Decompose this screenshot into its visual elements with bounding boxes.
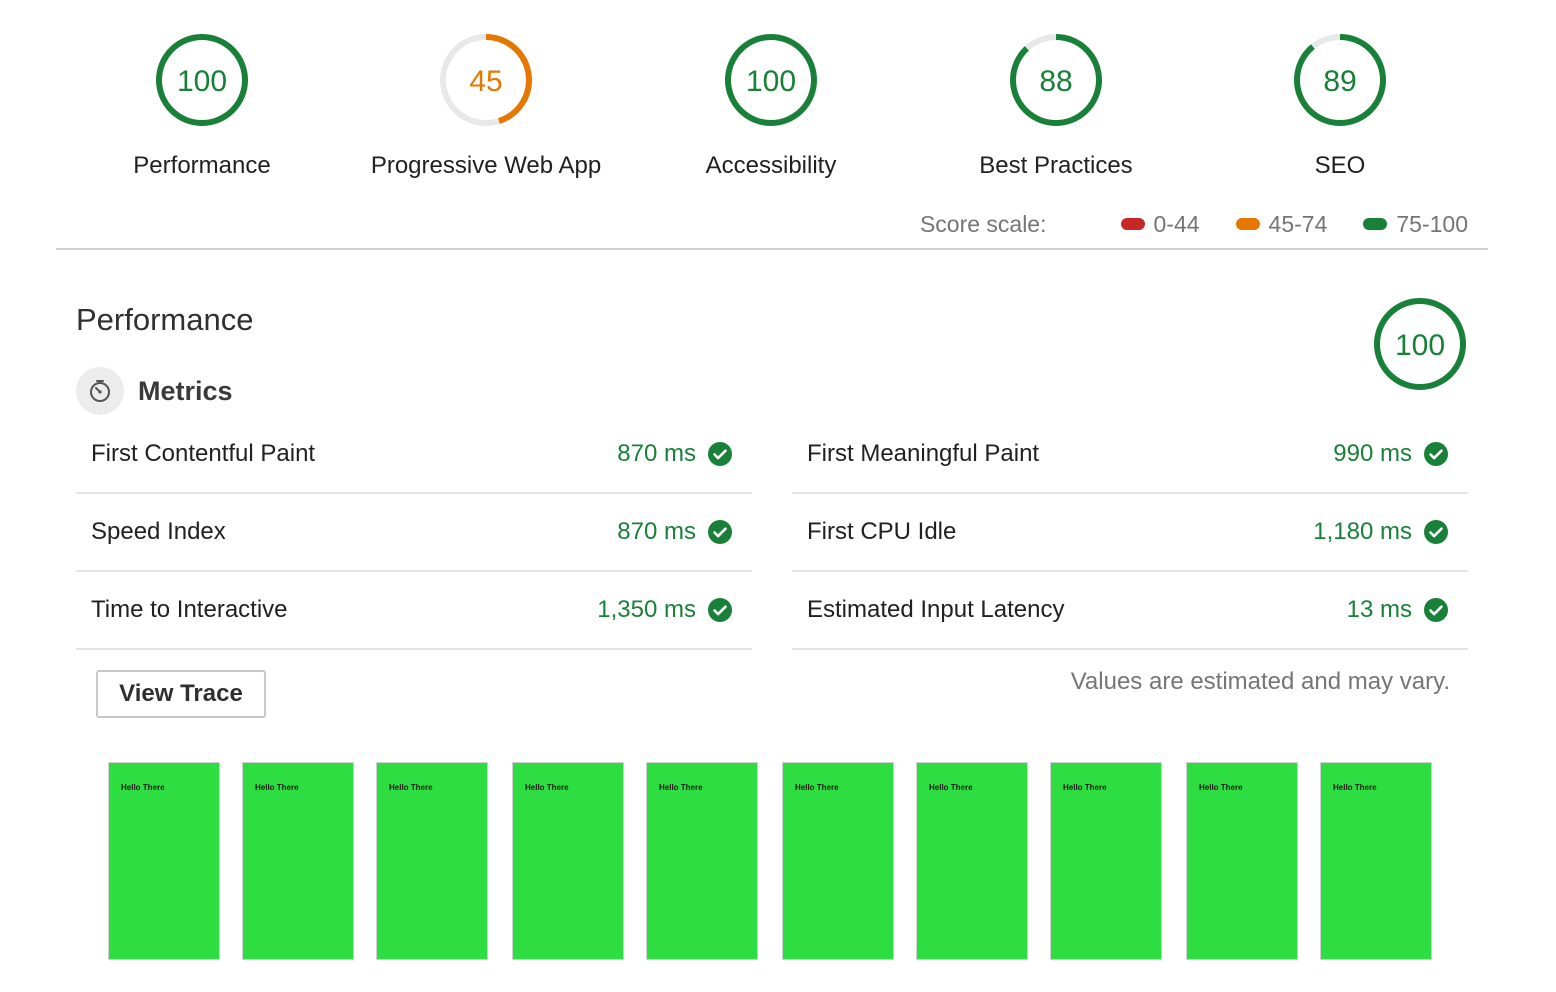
ring-arc <box>1010 34 1102 126</box>
metric-name: Speed Index <box>91 518 226 545</box>
pass-swatch <box>1363 218 1388 230</box>
gauge-best-practices[interactable]: 88 Best Practices <box>926 32 1186 180</box>
pass-check-icon <box>1424 520 1448 544</box>
filmstrip-frame[interactable]: Hello There <box>242 762 354 960</box>
metric-value: 1,350 ms <box>597 596 696 623</box>
ring-arc <box>1294 34 1386 126</box>
scale-item-fail: 0-44 <box>1120 210 1200 238</box>
ring-arc <box>156 34 248 126</box>
gauge-pwa[interactable]: 45 Progressive Web App <box>356 32 616 180</box>
metric-value: 870 ms <box>617 440 696 467</box>
score-ring: 45 <box>440 34 532 126</box>
metric-value: 1,180 ms <box>1313 518 1412 545</box>
metric-row: First CPU Idle 1,180 ms <box>792 494 1468 572</box>
metric-name: First CPU Idle <box>807 518 957 545</box>
score-value: 100 <box>746 65 796 98</box>
filmstrip-frame[interactable]: Hello There <box>782 762 894 960</box>
performance-score-gauge: 100 <box>1372 296 1468 397</box>
metrics-header: Metrics <box>76 367 233 415</box>
ring-arc <box>725 34 817 126</box>
scale-range-label: 0-44 <box>1153 210 1200 237</box>
gauge-label: Best Practices <box>979 152 1133 179</box>
metric-row: Time to Interactive 1,350 ms <box>76 572 752 650</box>
fail-swatch <box>1120 218 1145 230</box>
section-title: Performance <box>76 302 254 337</box>
filmstrip-frame[interactable]: Hello There <box>916 762 1028 960</box>
frame-text: Hello There <box>525 783 569 792</box>
filmstrip-frame[interactable]: Hello There <box>108 762 220 960</box>
stopwatch-icon <box>76 367 124 415</box>
score-value: 88 <box>1039 65 1072 98</box>
ring-arc <box>440 34 532 126</box>
score-ring: 89 <box>1294 34 1386 126</box>
score-scale-legend: Score scale: 0-44 45-74 75-100 <box>920 208 1468 240</box>
pass-check-icon <box>1424 442 1448 466</box>
metric-name: Time to Interactive <box>91 596 288 623</box>
filmstrip-frame[interactable]: Hello There <box>1186 762 1298 960</box>
score-ring: 88 <box>1010 34 1102 126</box>
gauge-label: Accessibility <box>705 152 837 179</box>
score-value: 100 <box>177 65 227 98</box>
score-scale-title: Score scale: <box>919 210 1047 237</box>
score-value: 89 <box>1323 65 1356 98</box>
scale-range-label: 75-100 <box>1396 210 1468 237</box>
scale-item-average: 45-74 <box>1235 210 1328 238</box>
ring-arc <box>1374 298 1466 390</box>
gauge-label: SEO <box>1314 152 1366 179</box>
frame-text: Hello There <box>1199 783 1243 792</box>
gauge-label: Progressive Web App <box>370 152 602 179</box>
header-divider <box>56 248 1488 250</box>
frame-text: Hello There <box>389 783 433 792</box>
frame-text: Hello There <box>1063 783 1107 792</box>
filmstrip: Hello There Hello There Hello There Hell… <box>108 762 1438 962</box>
filmstrip-frame[interactable]: Hello There <box>1050 762 1162 960</box>
metric-value: 870 ms <box>617 518 696 545</box>
gauge-seo[interactable]: 89 SEO <box>1210 32 1470 180</box>
score-value: 100 <box>1395 329 1445 362</box>
metric-name: First Meaningful Paint <box>807 440 1040 467</box>
metrics-column-right: First Meaningful Paint 990 ms First CPU … <box>792 416 1468 650</box>
score-ring: 100 <box>725 34 817 126</box>
metric-row: Speed Index 870 ms <box>76 494 752 572</box>
gauge-label: Performance <box>133 152 271 179</box>
score-ring: 100 <box>1374 298 1466 390</box>
estimate-note: Values are estimated and may vary. <box>1070 668 1450 695</box>
frame-text: Hello There <box>929 783 973 792</box>
average-swatch <box>1235 218 1260 230</box>
metric-row: First Contentful Paint 870 ms <box>76 416 752 494</box>
pass-check-icon <box>708 520 732 544</box>
frame-text: Hello There <box>795 783 839 792</box>
view-trace-button[interactable]: View Trace <box>96 670 266 718</box>
metric-name: Estimated Input Latency <box>807 596 1065 623</box>
score-value: 45 <box>469 65 502 98</box>
pass-check-icon <box>708 442 732 466</box>
metric-value: 13 ms <box>1346 596 1412 623</box>
pass-check-icon <box>708 598 732 622</box>
frame-text: Hello There <box>1333 783 1377 792</box>
filmstrip-frame[interactable]: Hello There <box>646 762 758 960</box>
frame-text: Hello There <box>255 783 299 792</box>
gauge-performance[interactable]: 100 Performance <box>72 32 332 180</box>
scale-item-pass: 75-100 <box>1363 211 1468 238</box>
metrics-title: Metrics <box>138 375 233 406</box>
metric-row: Estimated Input Latency 13 ms <box>792 572 1468 650</box>
filmstrip-frame[interactable]: Hello There <box>376 762 488 960</box>
filmstrip-frame[interactable]: Hello There <box>1320 762 1432 960</box>
metrics-column-left: First Contentful Paint 870 ms Speed Inde… <box>76 416 752 650</box>
metric-name: First Contentful Paint <box>91 440 316 467</box>
gauge-accessibility[interactable]: 100 Accessibility <box>641 32 901 180</box>
filmstrip-frame[interactable]: Hello There <box>512 762 624 960</box>
metric-row: First Meaningful Paint 990 ms <box>792 416 1468 494</box>
scale-range-label: 45-74 <box>1268 210 1328 237</box>
pass-check-icon <box>1424 598 1448 622</box>
category-gauges: 100 Performance 45 Progressive Web App 1… <box>0 0 1556 190</box>
metric-value: 990 ms <box>1333 440 1412 467</box>
frame-text: Hello There <box>121 783 165 792</box>
frame-text: Hello There <box>659 783 703 792</box>
score-ring: 100 <box>156 34 248 126</box>
